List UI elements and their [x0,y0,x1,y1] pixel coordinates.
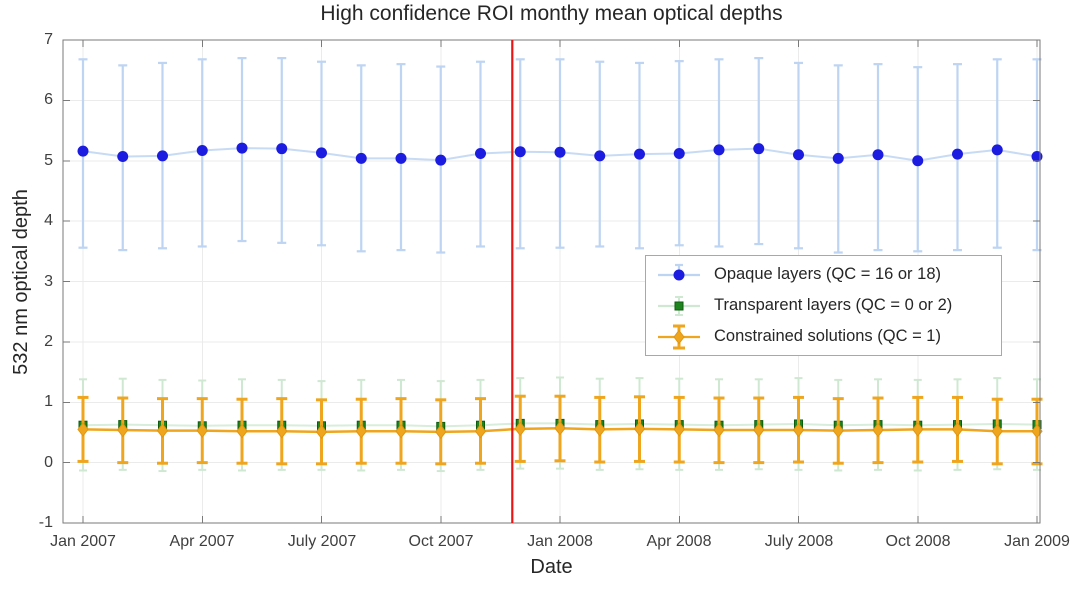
data-point-marker [673,148,685,160]
data-point-marker [276,143,288,155]
data-point-marker [991,144,1003,156]
data-point-marker [554,146,566,158]
y-tick-label: 7 [44,31,53,48]
data-point-marker [912,155,924,167]
axes [62,39,1041,524]
data-point-marker [753,422,765,438]
data-point-marker [872,149,884,161]
data-point-marker [475,148,486,160]
x-tick-label: Jan 2009 [1004,533,1070,550]
series-circle [77,57,1043,254]
y-tick-label: 2 [44,333,53,350]
data-point-marker [991,423,1003,439]
data-point-marker [117,422,129,438]
data-point-marker [474,423,487,439]
x-tick-label: Apr 2008 [646,533,712,550]
data-point-marker [395,152,407,164]
data-point-marker [77,422,89,437]
x-tick-label: July 2007 [287,533,357,550]
x-tick-label: Jan 2007 [50,533,116,550]
data-point-marker [792,422,805,438]
data-point-marker [753,143,765,155]
data-point-marker [912,422,924,437]
legend-item-opaque-layers: Opaque layers (QC = 16 or 18) [656,262,995,288]
x-tick-label: Oct 2008 [885,533,951,550]
data-point-marker [633,421,646,437]
data-point-marker [832,423,844,438]
data-point-marker [634,148,645,160]
legend-item-label: Constrained solutions (QC = 1) [714,327,941,345]
data-point-marker [713,422,725,438]
chart-title: High confidence ROI monthy mean optical … [320,2,783,25]
legend-item-transparent-layers: Transparent layers (QC = 0 or 2) [656,293,995,319]
blue-circle-errorbar-icon [658,263,700,280]
y-tick-label: 1 [44,393,53,410]
data-point-marker [316,147,327,159]
y-tick-label: 4 [44,212,53,229]
data-point-marker [594,150,606,162]
data-point-marker [196,423,208,438]
y-tick-label: -1 [38,514,53,531]
legend-item-label: Transparent layers (QC = 0 or 2) [714,296,953,314]
data-point-marker [713,144,725,156]
series-diamond [77,394,1043,466]
data-point-marker [117,151,129,163]
legend-item-label: Opaque layers (QC = 16 or 18) [714,265,941,283]
data-point-marker [832,152,844,164]
data-point-marker [951,422,964,437]
legend-item-constrained-solutions: Constrained solutions (QC = 1) [656,324,995,350]
y-tick-label: 3 [44,273,53,290]
markers [77,142,1043,167]
data-point-marker [435,424,447,440]
data-point-marker [872,422,884,438]
y-tick-label: 5 [44,152,53,169]
data-point-marker [156,423,169,438]
data-point-marker [793,149,804,161]
y-tick-label: 0 [44,454,53,471]
data-point-marker [236,423,248,439]
data-point-marker [594,422,606,437]
x-axis-label: Date [530,556,573,578]
data-point-marker [435,154,447,166]
data-point-marker [196,144,208,156]
x-tick-label: Jan 2008 [527,533,593,550]
y-tick-label: 6 [44,91,53,108]
data-point-marker [395,423,407,439]
legend: Opaque layers (QC = 16 or 18) Transparen… [645,255,1002,356]
data-point-marker [554,420,566,436]
orange-diamond-errorbar-icon [658,324,700,349]
data-point-marker [315,424,328,440]
data-point-marker [355,423,367,439]
data-point-marker [514,146,526,158]
data-point-marker [77,145,89,157]
data-point-marker [514,421,526,437]
data-point-marker [157,150,168,162]
data-point-marker [355,152,367,164]
green-square-errorbar-icon [658,295,700,316]
data-point-marker [236,142,248,154]
data-point-marker [952,148,963,160]
x-tick-label: Apr 2007 [169,533,235,550]
legend-marker [673,269,685,280]
legend-marker [674,301,684,310]
legend-marker [673,329,685,344]
data-point-marker [276,423,288,439]
data-point-marker [673,422,685,437]
x-tick-label: July 2008 [764,533,834,550]
x-tick-label: Oct 2007 [408,533,474,550]
